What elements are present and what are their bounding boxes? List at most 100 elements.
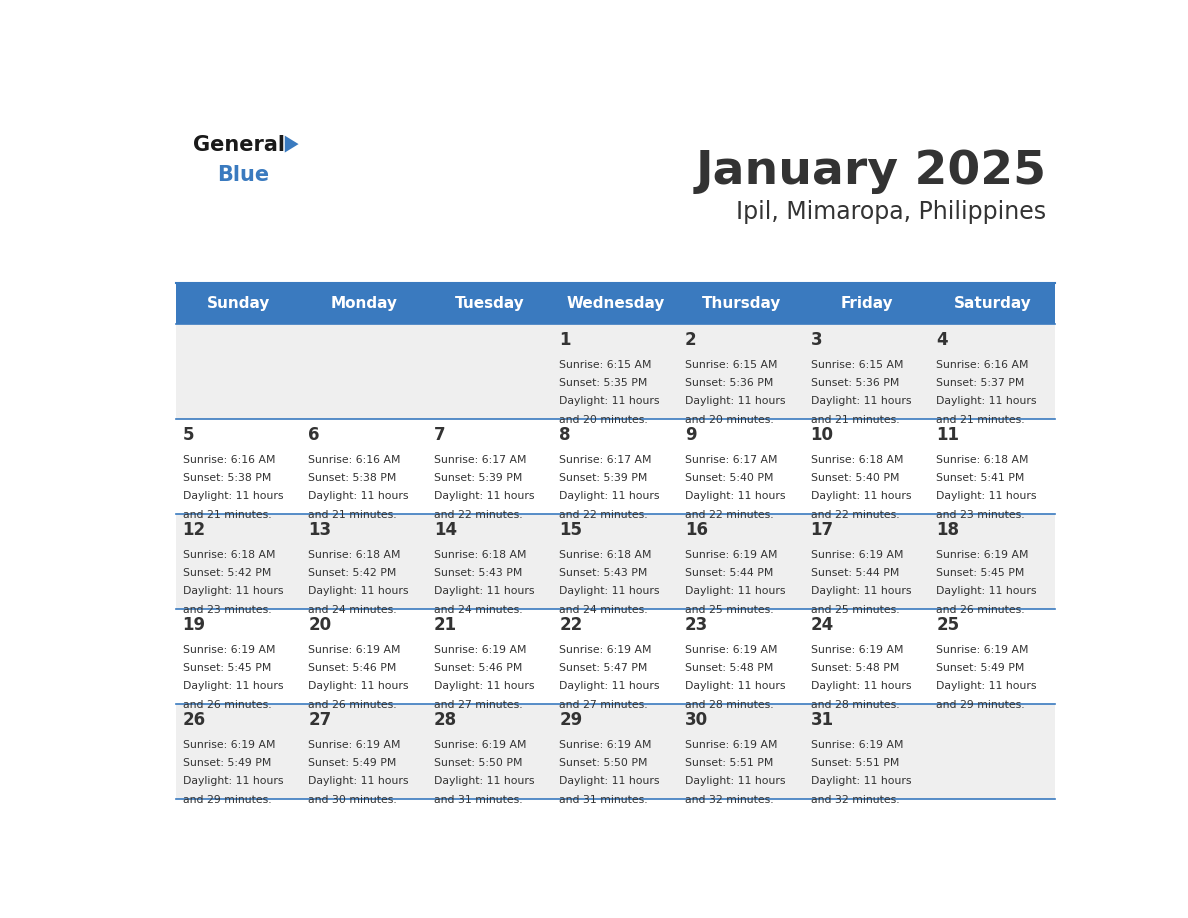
Text: Daylight: 11 hours: Daylight: 11 hours bbox=[685, 681, 785, 691]
Bar bbox=[428, 514, 552, 610]
Text: Sunrise: 6:19 AM: Sunrise: 6:19 AM bbox=[183, 740, 276, 750]
Text: 13: 13 bbox=[308, 521, 331, 540]
Bar bbox=[302, 420, 428, 514]
Text: 22: 22 bbox=[560, 616, 582, 634]
Text: Sunset: 5:44 PM: Sunset: 5:44 PM bbox=[685, 568, 773, 578]
Text: Sunset: 5:41 PM: Sunset: 5:41 PM bbox=[936, 473, 1024, 483]
Text: Sunset: 5:48 PM: Sunset: 5:48 PM bbox=[685, 663, 773, 673]
Bar bbox=[930, 610, 1055, 704]
Text: Daylight: 11 hours: Daylight: 11 hours bbox=[685, 777, 785, 787]
Bar bbox=[804, 610, 930, 704]
Bar bbox=[678, 610, 804, 704]
Bar bbox=[804, 324, 930, 420]
Text: and 24 minutes.: and 24 minutes. bbox=[434, 605, 523, 615]
Bar bbox=[176, 420, 302, 514]
Text: Daylight: 11 hours: Daylight: 11 hours bbox=[685, 587, 785, 597]
Text: 2: 2 bbox=[685, 331, 696, 350]
Text: Sunset: 5:42 PM: Sunset: 5:42 PM bbox=[183, 568, 271, 578]
Text: and 31 minutes.: and 31 minutes. bbox=[560, 795, 647, 805]
Text: Daylight: 11 hours: Daylight: 11 hours bbox=[434, 587, 535, 597]
Text: Tuesday: Tuesday bbox=[455, 297, 525, 311]
Bar bbox=[552, 420, 678, 514]
Text: Sunrise: 6:19 AM: Sunrise: 6:19 AM bbox=[183, 644, 276, 655]
Text: and 22 minutes.: and 22 minutes. bbox=[434, 509, 523, 520]
Text: Sunday: Sunday bbox=[207, 297, 271, 311]
Text: Sunrise: 6:17 AM: Sunrise: 6:17 AM bbox=[685, 454, 777, 465]
Text: Sunrise: 6:18 AM: Sunrise: 6:18 AM bbox=[936, 454, 1029, 465]
Text: Sunrise: 6:19 AM: Sunrise: 6:19 AM bbox=[810, 740, 903, 750]
Text: and 32 minutes.: and 32 minutes. bbox=[810, 795, 899, 805]
Text: Sunrise: 6:19 AM: Sunrise: 6:19 AM bbox=[434, 740, 526, 750]
Text: Sunrise: 6:16 AM: Sunrise: 6:16 AM bbox=[183, 454, 276, 465]
Text: 28: 28 bbox=[434, 711, 457, 730]
Text: Sunset: 5:47 PM: Sunset: 5:47 PM bbox=[560, 663, 647, 673]
Text: Saturday: Saturday bbox=[954, 297, 1031, 311]
Text: Daylight: 11 hours: Daylight: 11 hours bbox=[560, 777, 659, 787]
Text: and 23 minutes.: and 23 minutes. bbox=[183, 605, 271, 615]
Text: and 21 minutes.: and 21 minutes. bbox=[308, 509, 397, 520]
Text: 31: 31 bbox=[810, 711, 834, 730]
Text: Sunset: 5:35 PM: Sunset: 5:35 PM bbox=[560, 378, 647, 388]
Bar bbox=[552, 610, 678, 704]
Bar bbox=[176, 514, 302, 610]
Bar bbox=[428, 324, 552, 420]
Text: Sunset: 5:43 PM: Sunset: 5:43 PM bbox=[560, 568, 647, 578]
Text: Sunrise: 6:18 AM: Sunrise: 6:18 AM bbox=[560, 550, 652, 560]
Text: and 26 minutes.: and 26 minutes. bbox=[308, 700, 397, 710]
Text: 18: 18 bbox=[936, 521, 959, 540]
Text: Sunrise: 6:19 AM: Sunrise: 6:19 AM bbox=[685, 550, 777, 560]
Text: Sunset: 5:37 PM: Sunset: 5:37 PM bbox=[936, 378, 1024, 388]
Text: Sunrise: 6:17 AM: Sunrise: 6:17 AM bbox=[434, 454, 526, 465]
Text: Sunset: 5:49 PM: Sunset: 5:49 PM bbox=[183, 758, 271, 768]
Text: Sunset: 5:50 PM: Sunset: 5:50 PM bbox=[434, 758, 523, 768]
Text: 17: 17 bbox=[810, 521, 834, 540]
Text: Daylight: 11 hours: Daylight: 11 hours bbox=[560, 491, 659, 501]
Bar bbox=[804, 514, 930, 610]
Bar bbox=[428, 610, 552, 704]
Text: and 28 minutes.: and 28 minutes. bbox=[685, 700, 773, 710]
Text: Daylight: 11 hours: Daylight: 11 hours bbox=[183, 587, 283, 597]
Text: Sunset: 5:48 PM: Sunset: 5:48 PM bbox=[810, 663, 899, 673]
Text: Sunset: 5:38 PM: Sunset: 5:38 PM bbox=[183, 473, 271, 483]
Text: Daylight: 11 hours: Daylight: 11 hours bbox=[685, 397, 785, 407]
Text: 7: 7 bbox=[434, 426, 446, 444]
Text: Sunrise: 6:15 AM: Sunrise: 6:15 AM bbox=[810, 360, 903, 370]
Text: Wednesday: Wednesday bbox=[567, 297, 665, 311]
Text: Daylight: 11 hours: Daylight: 11 hours bbox=[183, 491, 283, 501]
Text: Sunset: 5:43 PM: Sunset: 5:43 PM bbox=[434, 568, 523, 578]
Text: Sunset: 5:42 PM: Sunset: 5:42 PM bbox=[308, 568, 397, 578]
Text: 25: 25 bbox=[936, 616, 960, 634]
Bar bbox=[302, 704, 428, 800]
Text: Daylight: 11 hours: Daylight: 11 hours bbox=[685, 491, 785, 501]
Text: and 22 minutes.: and 22 minutes. bbox=[685, 509, 773, 520]
Text: Daylight: 11 hours: Daylight: 11 hours bbox=[560, 681, 659, 691]
Text: Sunset: 5:45 PM: Sunset: 5:45 PM bbox=[183, 663, 271, 673]
Text: and 30 minutes.: and 30 minutes. bbox=[308, 795, 397, 805]
Text: Daylight: 11 hours: Daylight: 11 hours bbox=[810, 587, 911, 597]
Text: and 24 minutes.: and 24 minutes. bbox=[308, 605, 397, 615]
Bar bbox=[302, 514, 428, 610]
Text: Daylight: 11 hours: Daylight: 11 hours bbox=[308, 587, 409, 597]
Text: Monday: Monday bbox=[331, 297, 398, 311]
Bar bbox=[176, 704, 302, 800]
Text: Sunset: 5:49 PM: Sunset: 5:49 PM bbox=[936, 663, 1024, 673]
Text: General: General bbox=[192, 135, 285, 155]
Text: Sunrise: 6:19 AM: Sunrise: 6:19 AM bbox=[685, 740, 777, 750]
Text: Sunrise: 6:15 AM: Sunrise: 6:15 AM bbox=[685, 360, 777, 370]
Text: 23: 23 bbox=[685, 616, 708, 634]
Text: Sunset: 5:39 PM: Sunset: 5:39 PM bbox=[560, 473, 647, 483]
Text: and 23 minutes.: and 23 minutes. bbox=[936, 509, 1025, 520]
Text: Daylight: 11 hours: Daylight: 11 hours bbox=[560, 397, 659, 407]
Text: 15: 15 bbox=[560, 521, 582, 540]
Text: Sunrise: 6:18 AM: Sunrise: 6:18 AM bbox=[434, 550, 526, 560]
Text: and 29 minutes.: and 29 minutes. bbox=[183, 795, 271, 805]
Text: Sunset: 5:40 PM: Sunset: 5:40 PM bbox=[810, 473, 899, 483]
Text: 5: 5 bbox=[183, 426, 194, 444]
Text: 24: 24 bbox=[810, 616, 834, 634]
Bar bbox=[930, 704, 1055, 800]
Text: Sunset: 5:44 PM: Sunset: 5:44 PM bbox=[810, 568, 899, 578]
Text: and 22 minutes.: and 22 minutes. bbox=[810, 509, 899, 520]
Text: 29: 29 bbox=[560, 711, 582, 730]
Text: 30: 30 bbox=[685, 711, 708, 730]
Text: Sunset: 5:45 PM: Sunset: 5:45 PM bbox=[936, 568, 1024, 578]
